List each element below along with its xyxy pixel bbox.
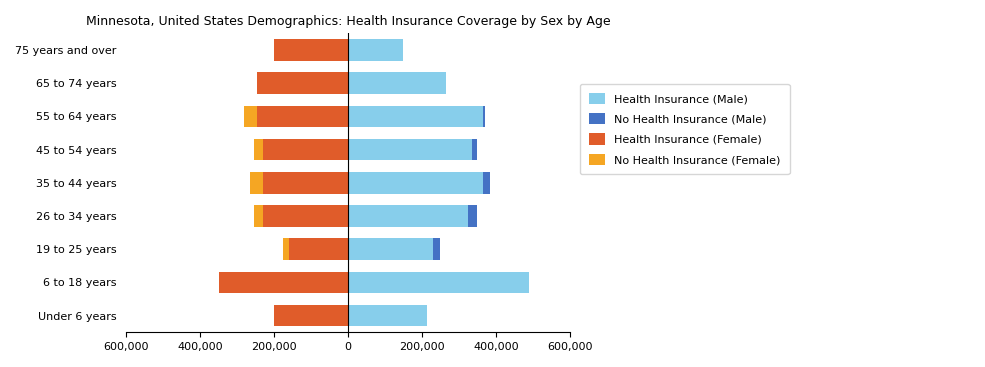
Bar: [348, 239, 433, 260]
Bar: [263, 172, 348, 194]
Bar: [348, 305, 427, 327]
Title: Minnesota, United States Demographics: Health Insurance Coverage by Sex by Age: Minnesota, United States Demographics: H…: [86, 15, 611, 28]
Bar: [254, 205, 263, 227]
Bar: [263, 139, 348, 160]
Bar: [289, 239, 348, 260]
Bar: [472, 139, 478, 160]
Bar: [348, 272, 529, 293]
Bar: [348, 39, 404, 61]
Bar: [257, 72, 348, 94]
Bar: [483, 106, 485, 127]
Legend: Health Insurance (Male), No Health Insurance (Male), Health Insurance (Female), : Health Insurance (Male), No Health Insur…: [580, 84, 790, 174]
Bar: [348, 106, 483, 127]
Bar: [250, 172, 263, 194]
Bar: [483, 172, 491, 194]
Bar: [433, 239, 440, 260]
Bar: [219, 272, 348, 293]
Bar: [274, 39, 348, 61]
Bar: [257, 106, 348, 127]
Bar: [254, 139, 263, 160]
Bar: [274, 305, 348, 327]
Bar: [348, 205, 468, 227]
Bar: [348, 139, 472, 160]
Bar: [284, 239, 289, 260]
Bar: [244, 106, 257, 127]
Bar: [468, 205, 478, 227]
Bar: [348, 172, 483, 194]
Bar: [348, 72, 446, 94]
Bar: [263, 205, 348, 227]
